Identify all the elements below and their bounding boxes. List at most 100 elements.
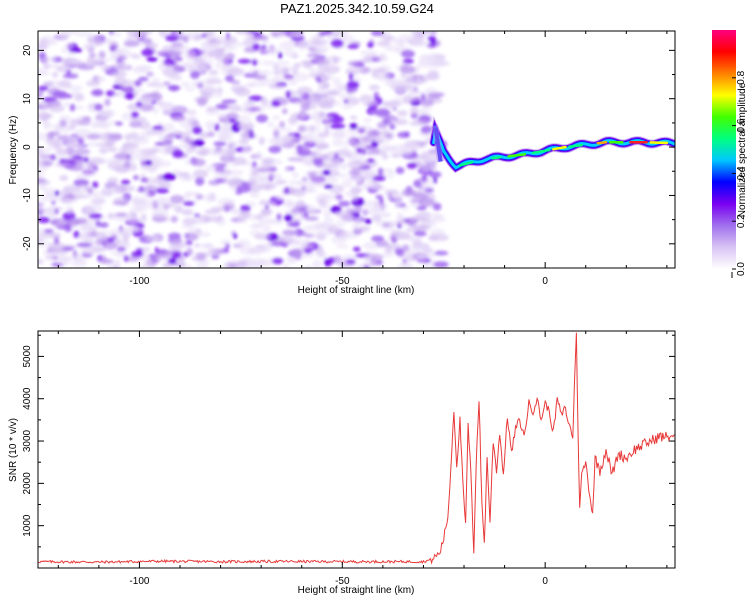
spectrogram-y-tick-label: -10 [22,188,33,203]
signal-track [429,116,675,174]
noise-blob [145,128,162,136]
noise-blob [397,110,408,117]
noise-blob [138,185,145,192]
noise-blob [413,230,427,237]
noise-blob [183,201,195,206]
noise-blob [126,216,140,225]
noise-blob [281,108,288,115]
noise-blob [290,112,306,121]
noise-blob [102,109,116,117]
noise-blob [51,218,68,228]
noise-blob [108,140,116,146]
noise-blob [426,92,442,100]
noise-blob [64,42,74,50]
snr-y-tick-label: 5000 [22,345,33,368]
noise-blob [403,94,415,104]
noise-blob [38,259,44,265]
noise-blob [318,193,329,200]
colorbar-tick-label: 0.4 [736,166,747,180]
noise-blob [181,224,193,229]
noise-blob [45,255,58,261]
noise-blob [261,60,276,66]
noise-blob [44,80,63,85]
noise-blob [140,174,146,179]
noise-blob [208,69,219,76]
noise-blob [184,191,200,197]
noise-blob [341,180,353,188]
noise-blob [433,176,437,184]
noise-blob [412,224,429,232]
noise-blob [179,241,190,249]
noise-blob [333,153,339,159]
spectrogram-frame [37,30,676,269]
noise-blob [67,51,76,56]
colorbar-label: Normalized spectral amplitude [737,82,748,217]
noise-blob [87,141,104,147]
noise-blob [371,214,382,222]
noise-blob [205,164,221,173]
noise-blob [81,162,90,170]
noise-blob [108,133,123,141]
signal-hotspot [568,143,583,148]
noise-blob [54,208,59,215]
noise-blob [394,200,401,209]
noise-blob [300,103,310,112]
noise-blob [171,251,182,259]
noise-blob [194,251,210,258]
spectrogram-y-tick-label: 10 [22,93,33,105]
noise-blob [420,93,426,102]
noise-blob [206,106,217,112]
noise-blob [227,141,240,147]
noise-blob [327,226,340,234]
noise-blob [59,119,68,128]
noise-blob [297,136,307,141]
noise-blob [424,187,434,193]
noise-blob [152,50,166,56]
noise-blob [294,100,307,104]
noise-blob [345,162,359,168]
noise-blob [126,31,140,37]
spectrogram-x-label: Height of straight line (km) [298,285,415,296]
noise-blob [196,150,208,157]
noise-blob [327,187,344,194]
noise-blob [124,133,132,141]
noise-blob [399,65,416,74]
noise-blob [345,153,356,160]
noise-blob [41,40,59,46]
noise-blob [413,96,421,103]
noise-blob [384,80,402,87]
noise-blob [382,154,389,160]
noise-blob [387,235,398,242]
noise-blob [305,204,317,213]
noise-blob [303,124,321,133]
noise-blob [284,187,290,194]
noise-blob [186,109,197,117]
noise-blob [162,68,179,77]
spectrogram-y-tick-label: -20 [22,236,33,251]
noise-blob [292,238,308,247]
noise-blob [162,263,174,268]
noise-blob [418,197,435,207]
noise-blob [172,169,180,175]
noise-blob [95,238,105,246]
noise-blob [271,100,281,107]
noise-blob [247,249,262,255]
noise-blob [189,63,207,72]
noise-blob [201,86,216,92]
noise-blob [91,203,103,212]
noise-blob [401,189,417,197]
noise-blob [215,103,229,110]
noise-blob [179,260,187,266]
noise-blob [422,31,433,36]
noise-blob [294,72,309,82]
noise-blob [410,112,418,119]
noise-blob [278,51,283,59]
noise-blob [133,136,150,145]
spectrogram-y-tick-label: 0 [22,144,33,150]
noise-blob [343,34,355,44]
noise-blob [88,189,94,194]
noise-blob [158,146,175,155]
noise-blob [356,147,363,154]
noise-blob [155,83,166,89]
noise-blob [322,82,330,89]
